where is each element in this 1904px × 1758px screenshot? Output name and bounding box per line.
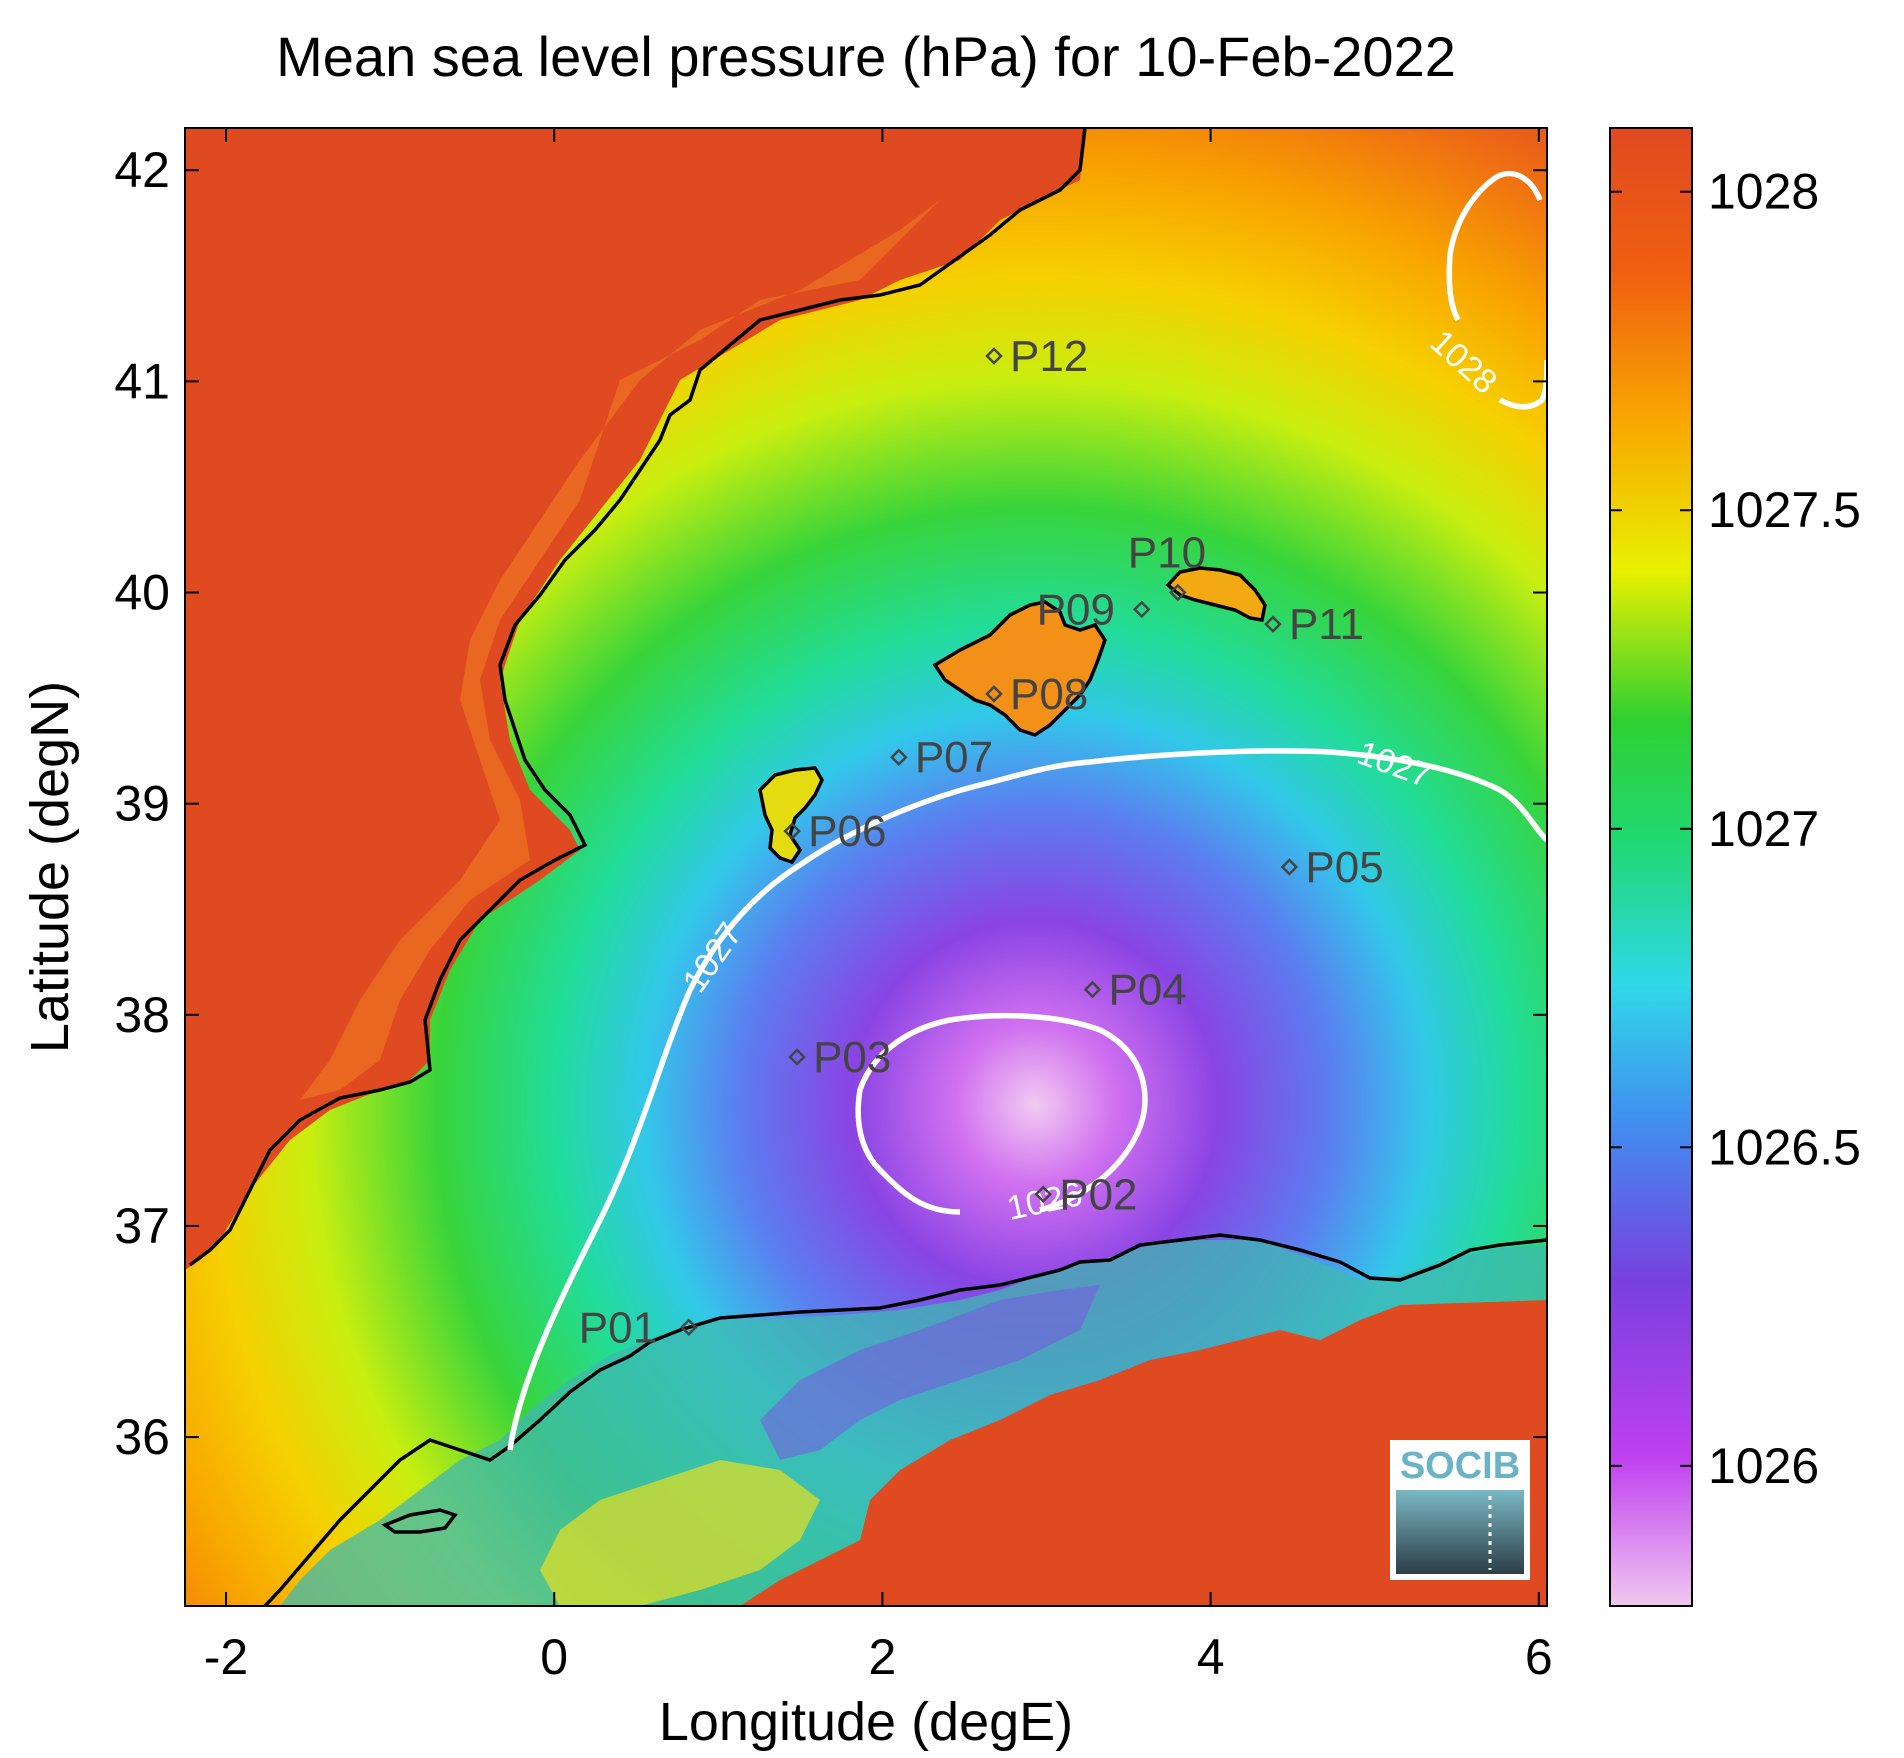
colorbar <box>1609 127 1693 1607</box>
station-label: P03 <box>813 1033 891 1082</box>
station-marker-icon <box>1169 583 1187 602</box>
station-label: P04 <box>1108 965 1186 1014</box>
x-tick-label: -2 <box>204 1629 248 1685</box>
island-mallorca <box>932 600 1107 737</box>
station-marker-icon <box>985 347 1003 365</box>
station-marker-icon <box>890 748 908 766</box>
station-label: P10 <box>1128 529 1206 578</box>
station-p04[interactable]: P04 <box>1083 965 1187 1014</box>
island-menorca <box>1165 566 1267 623</box>
station-p06[interactable]: P06 <box>783 807 886 856</box>
y-tick-label: 38 <box>114 987 170 1043</box>
colorbar-tick-label: 1026 <box>1708 1438 1819 1494</box>
station-marker-icon <box>788 1048 806 1066</box>
land-iberia <box>185 128 1085 1270</box>
colorbar-tick-label: 1027.5 <box>1708 482 1861 538</box>
y-tick-label: 36 <box>114 1409 170 1465</box>
logo-water <box>1396 1490 1524 1574</box>
station-label: P05 <box>1305 843 1383 892</box>
x-axis: -2 0 2 4 6 <box>204 128 1553 1685</box>
y-tick-label: 42 <box>114 142 170 198</box>
station-marker-icon <box>1083 980 1102 999</box>
station-label: P08 <box>1010 670 1088 719</box>
coastline-iberia <box>188 128 1087 1267</box>
station-marker-icon <box>985 685 1003 703</box>
station-p07[interactable]: P07 <box>890 733 993 782</box>
station-label: P09 <box>1037 585 1115 634</box>
colorbar-ticks: 1026 1026.5 1027 1027.5 1028 <box>1610 164 1861 1494</box>
station-p10[interactable]: P10 <box>1128 529 1206 602</box>
station-label: P07 <box>915 733 993 782</box>
land-africa-inland <box>760 1285 1100 1460</box>
coastline-alboran-island <box>381 1508 458 1534</box>
y-axis-label: Latitude (degN) <box>20 681 80 1053</box>
contour-1026 <box>855 1012 1148 1215</box>
station-p01[interactable]: P01 <box>579 1303 698 1352</box>
y-tick-label: 41 <box>114 353 170 409</box>
y-tick-label: 40 <box>114 565 170 621</box>
station-marker-icon <box>1280 858 1299 876</box>
station-marker-icon <box>680 1318 698 1337</box>
station-p05[interactable]: P05 <box>1280 843 1384 892</box>
station-label: P12 <box>1010 332 1088 381</box>
island-ibiza <box>758 766 824 865</box>
x-axis-label: Longitude (degE) <box>659 1692 1073 1752</box>
station-p11[interactable]: P11 <box>1264 600 1364 649</box>
map-field <box>185 128 1547 1606</box>
station-marker-icon <box>1132 600 1151 619</box>
contour-1027 <box>507 748 1549 1451</box>
colorbar-tick-label: 1026.5 <box>1708 1119 1861 1175</box>
y-axis: 36 37 38 39 40 41 42 <box>114 142 1547 1465</box>
x-tick-label: 2 <box>869 1629 897 1685</box>
station-p12[interactable]: P12 <box>985 332 1088 381</box>
x-tick-label: 4 <box>1197 1629 1225 1685</box>
land-coast-shading <box>300 200 940 1100</box>
station-label: P02 <box>1059 1170 1137 1219</box>
colorbar-tick-label: 1028 <box>1708 164 1819 220</box>
x-tick-label: 6 <box>1525 1629 1553 1685</box>
logo-text: SOCIB <box>1400 1445 1520 1487</box>
chart-title: Mean sea level pressure (hPa) for 10-Feb… <box>276 25 1456 88</box>
station-marker-icon <box>783 822 801 840</box>
stations-layer: P01 P02 P03 P04 P05 P06 P07 P08 P09 P10 P11 P12 <box>579 332 1384 1352</box>
land-africa-highland <box>540 1460 820 1606</box>
x-tick-label: 0 <box>540 1629 568 1685</box>
station-marker-icon <box>1034 1185 1052 1204</box>
coastline-africa <box>263 1233 1547 1606</box>
plot-frame <box>184 127 1548 1607</box>
pressure-contours <box>507 170 1550 1451</box>
station-p09[interactable]: P09 <box>1037 585 1151 634</box>
station-p03[interactable]: P03 <box>788 1033 891 1082</box>
station-label: P11 <box>1289 600 1364 649</box>
station-marker-icon <box>1264 615 1282 633</box>
station-p08[interactable]: P08 <box>985 670 1088 719</box>
y-tick-label: 37 <box>114 1198 170 1254</box>
y-tick-label: 39 <box>114 776 170 832</box>
land-africa <box>740 1300 1547 1606</box>
socib-logo: SOCIB <box>1390 1440 1530 1580</box>
colorbar-tick-label: 1027 <box>1708 801 1819 857</box>
station-p02[interactable]: P02 <box>1034 1170 1138 1219</box>
station-label: P06 <box>808 807 886 856</box>
station-label: P01 <box>579 1303 657 1352</box>
